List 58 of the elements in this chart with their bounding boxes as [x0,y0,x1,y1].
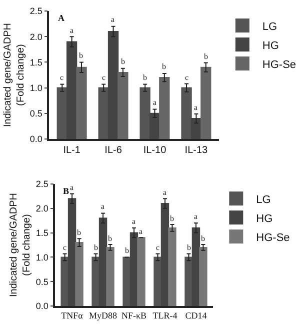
y-tick-label: 0.0 [30,134,42,144]
data-label: c [102,73,106,82]
data-label: b [187,243,191,252]
data-label: a [70,26,74,35]
data-label: a [153,98,157,107]
data-label: c [60,73,64,82]
data-label: a [132,217,136,226]
data-label: c [156,243,160,252]
y-tick-label: 0.0 [36,301,48,312]
x-tick-label: TLR-4 [152,310,178,321]
y-tick-label: 1.5 [36,228,48,238]
x-tick-label: IL-13 [184,144,208,156]
data-label: a [70,183,74,192]
legend-label: HG-Se [262,58,296,71]
y-tick-label: 0.5 [36,276,48,287]
data-label: b [170,214,174,223]
data-label: b [162,62,166,71]
legend-label: HG [262,40,279,52]
x-tick-label: MyD88 [89,310,118,321]
data-label: a [194,103,198,112]
y-axis-title: Indicated gene/GADPH (Fold change) [8,193,32,297]
x-tick-label: IL-1 [63,144,81,156]
data-label: a [111,15,115,24]
data-label: c [63,243,67,252]
data-label: b [79,51,83,60]
data-label: a [139,227,143,236]
data-label: c [185,73,189,82]
y-tick-label: 2.0 [30,32,42,42]
data-label: b [201,234,205,243]
data-label: b [204,52,208,61]
chart-title: B [63,186,70,196]
legend-label: HG [256,212,273,225]
y-axis-title: Indicated gene/GADPH (Fold change) [2,23,26,127]
y-tick-label: 1.0 [30,82,42,93]
data-label: b [94,243,98,252]
y-tick-label: 1.5 [30,57,42,68]
data-label: b [125,246,129,255]
data-label: b [108,234,112,243]
data-label: a [194,212,198,221]
y-tick-label: 0.5 [30,108,42,119]
legend-label: LG [262,20,278,33]
data-label: a [101,202,105,211]
x-tick-label: TNFα [61,310,84,321]
chart-title: A [58,13,65,23]
data-label: b [121,57,125,66]
data-label: a [163,188,167,197]
data-label: b [143,73,147,82]
y-tick-label: 1.0 [36,252,48,262]
x-tick-label: IL-6 [104,144,122,156]
data-label: b [77,228,81,237]
y-tick-label: 2.5 [36,179,48,190]
x-tick-label: CD14 [185,310,208,321]
x-tick-label: IL-10 [143,144,167,156]
y-tick-label: 2.0 [36,204,48,214]
y-tick-label: 2.5 [30,6,42,16]
legend-label: LG [256,194,271,206]
x-tick-label: NF-κB [121,310,147,321]
legend-label: HG-Se [256,232,290,244]
